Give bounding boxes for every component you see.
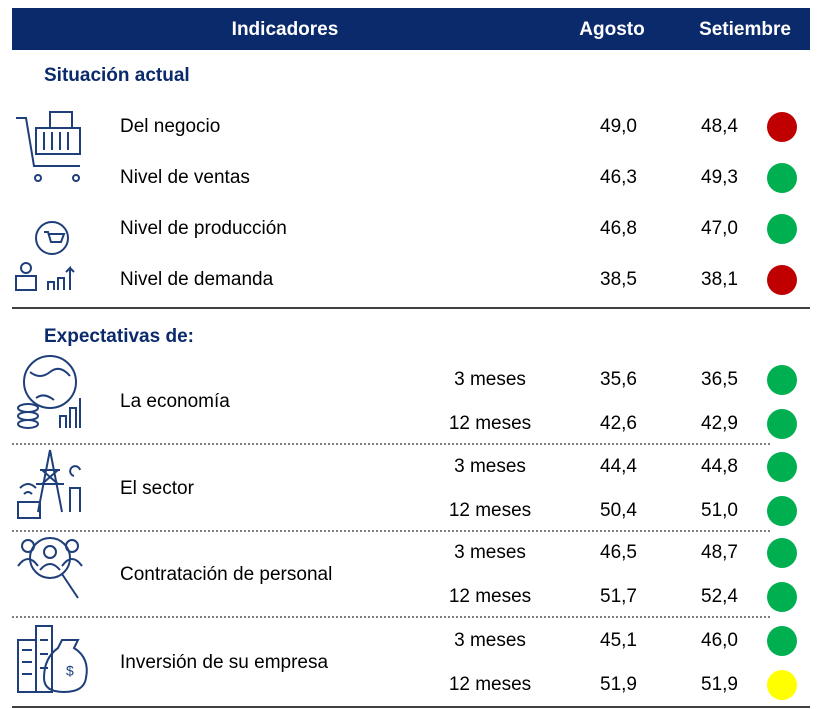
- setiembre-value: 46,0: [701, 630, 738, 651]
- status-dot: [767, 112, 797, 142]
- header-setiembre: Setiembre: [699, 19, 791, 40]
- agosto-value: 46,8: [600, 218, 637, 239]
- agosto-value: 35,6: [600, 369, 637, 390]
- status-dot: [767, 626, 797, 656]
- setiembre-value: 51,9: [701, 674, 738, 695]
- group-label: Inversión de su empresa: [120, 652, 328, 673]
- agosto-value: 44,4: [600, 456, 637, 477]
- agosto-value: 46,3: [600, 167, 637, 188]
- status-dot: [767, 365, 797, 395]
- row-label: Nivel de demanda: [120, 269, 274, 290]
- group-label: La economía: [120, 391, 230, 412]
- agosto-value: 38,5: [600, 269, 637, 290]
- horizon-label: 12 meses: [449, 586, 531, 607]
- economy-icon: [17, 355, 81, 429]
- row-label: Del negocio: [120, 116, 220, 137]
- setiembre-value: 49,3: [701, 167, 738, 188]
- horizon-label: 3 meses: [454, 369, 526, 390]
- horizon-label: 3 meses: [454, 456, 526, 477]
- sector-icon: [17, 449, 81, 519]
- setiembre-value: 52,4: [701, 586, 738, 607]
- status-dot: [767, 670, 797, 700]
- status-dot: [767, 265, 797, 295]
- status-dot: [767, 582, 797, 612]
- status-dot: [767, 214, 797, 244]
- setiembre-value: 51,0: [701, 500, 738, 521]
- setiembre-value: 38,1: [701, 269, 738, 290]
- dollar-sign: $: [66, 663, 74, 679]
- agosto-value: 51,7: [600, 586, 637, 607]
- agosto-value: 42,6: [600, 413, 637, 434]
- horizon-label: 12 meses: [449, 413, 531, 434]
- setiembre-value: 47,0: [701, 218, 738, 239]
- group-label: Contratación de personal: [120, 564, 332, 585]
- agosto-value: 51,9: [600, 674, 637, 695]
- header-agosto: Agosto: [579, 19, 644, 40]
- setiembre-value: 44,8: [701, 456, 738, 477]
- row-label: Nivel de ventas: [120, 167, 250, 188]
- agosto-value: 50,4: [600, 500, 637, 521]
- setiembre-value: 48,7: [701, 542, 738, 563]
- status-dot: [767, 538, 797, 568]
- status-dot: [767, 496, 797, 526]
- group-label: El sector: [120, 478, 195, 499]
- header-bar: [12, 8, 810, 50]
- agosto-value: 45,1: [600, 630, 637, 651]
- horizon-label: 12 meses: [449, 674, 531, 695]
- setiembre-value: 36,5: [701, 369, 738, 390]
- agosto-value: 49,0: [600, 116, 637, 137]
- status-dot: [767, 409, 797, 439]
- section-title: Expectativas de:: [44, 326, 194, 347]
- status-dot: [767, 452, 797, 482]
- cart-icon: [16, 111, 81, 182]
- staff-icon: [17, 537, 83, 599]
- demand-icon: [15, 221, 75, 291]
- investment-icon: $: [17, 625, 88, 694]
- horizon-label: 3 meses: [454, 630, 526, 651]
- horizon-label: 3 meses: [454, 542, 526, 563]
- agosto-value: 46,5: [600, 542, 637, 563]
- horizon-label: 12 meses: [449, 500, 531, 521]
- row-label: Nivel de producción: [120, 218, 287, 239]
- section-title: Situación actual: [44, 65, 190, 86]
- status-dot: [767, 163, 797, 193]
- setiembre-value: 48,4: [701, 116, 738, 137]
- setiembre-value: 42,9: [701, 413, 738, 434]
- header-indicadores: Indicadores: [232, 19, 339, 40]
